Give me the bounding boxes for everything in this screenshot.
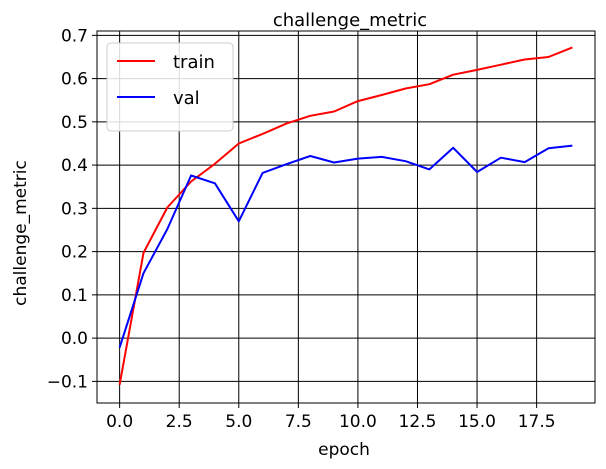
- y-tick-label: 0.4: [61, 156, 88, 176]
- grid-lines: [97, 31, 595, 403]
- x-tick-label: 12.5: [399, 412, 437, 432]
- legend-label-val: val: [173, 88, 200, 109]
- x-tick-label: 5.0: [225, 412, 252, 432]
- x-tick-label: 0.0: [106, 412, 133, 432]
- y-tick-label: 0.1: [61, 286, 88, 306]
- y-tick-label: 0.6: [61, 70, 88, 90]
- y-axis-label: challenge_metric: [11, 160, 31, 306]
- x-axis-label: epoch: [318, 440, 370, 460]
- y-tick-label: −0.1: [47, 372, 88, 392]
- x-tick-label: 15.0: [458, 412, 496, 432]
- legend-box: [106, 42, 234, 132]
- legend-label-train: train: [173, 52, 215, 73]
- series-line-val: [118, 144, 573, 348]
- series-lines: [118, 46, 573, 385]
- x-tick-label: 10.0: [339, 412, 377, 432]
- y-axis-ticks: −0.1 0.0 0.1 0.2 0.3 0.4 0.5 0.6 0.7: [47, 26, 97, 392]
- x-axis-ticks: 0.0 2.5 5.0 7.5 10.0 12.5 15.0 17.5: [106, 403, 556, 432]
- y-tick-label: 0.7: [61, 26, 88, 46]
- x-tick-label: 2.5: [166, 412, 193, 432]
- plot-frame: [96, 30, 596, 404]
- y-tick-label: 0.5: [61, 113, 88, 133]
- x-tick-label: 7.5: [285, 412, 312, 432]
- y-tick-label: 0.0: [61, 329, 88, 349]
- chart-title: challenge_metric: [273, 10, 427, 31]
- legend: train val: [106, 42, 234, 132]
- y-tick-label: 0.3: [61, 199, 88, 219]
- series-line-train: [118, 46, 573, 385]
- x-tick-label: 17.5: [518, 412, 556, 432]
- y-tick-label: 0.2: [61, 243, 88, 263]
